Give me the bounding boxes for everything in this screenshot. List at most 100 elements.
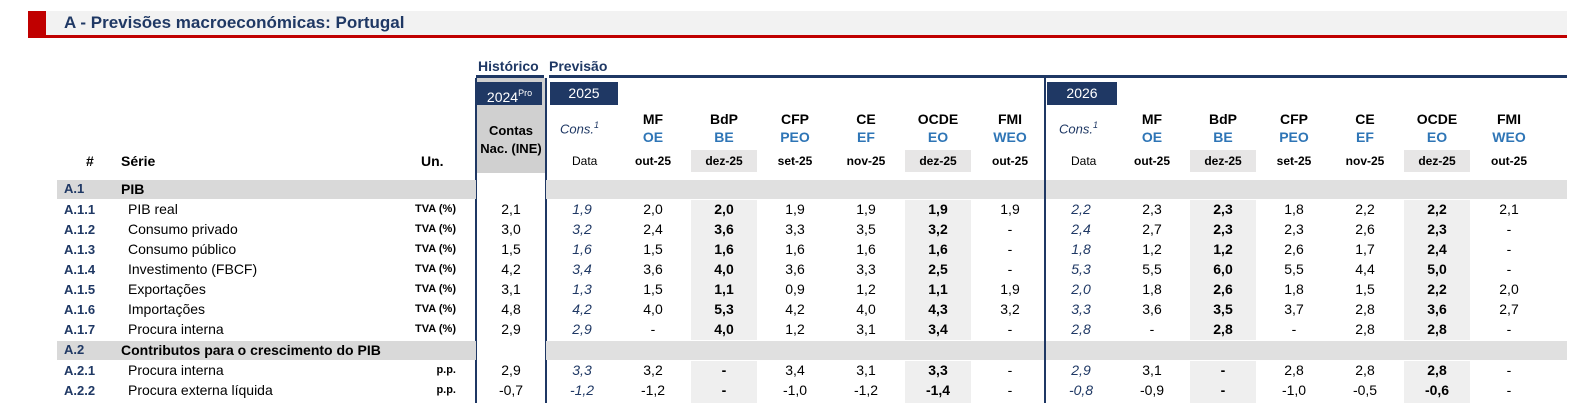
section-bar	[57, 341, 476, 360]
row-cons-2025: 3,4	[572, 261, 592, 277]
c2025-date-4: dez-25	[905, 150, 971, 172]
row-value-2026: -	[1220, 362, 1226, 378]
row-value-2026: 6,0	[1213, 261, 1233, 277]
c2026-inst-name: CFP	[1280, 111, 1308, 127]
row-value-2026: 3,7	[1284, 301, 1304, 317]
c2025-inst-sub: EO	[927, 129, 949, 145]
row-value-2026: 2,8	[1355, 362, 1375, 378]
c2025-cons-sup: 1	[593, 120, 599, 130]
shaded-column-lower-1	[905, 361, 971, 403]
row-cons-2025: 3,3	[572, 362, 592, 378]
c2025-date-3: nov-25	[846, 154, 886, 168]
row-value-2025: 4,0	[643, 301, 663, 317]
row-unit: TVA (%)	[415, 283, 456, 295]
c2026-cons-sup: 1	[1092, 120, 1098, 130]
row-value-2026: 2,7	[1499, 301, 1519, 317]
row-value-2026: 2,3	[1142, 201, 1162, 217]
row-value-2026: -0,9	[1139, 382, 1165, 398]
row-value-2026: 2,2	[1427, 201, 1447, 217]
c2026-date-1: dez-25	[1190, 150, 1256, 172]
row-value-2026: 2,3	[1427, 221, 1447, 237]
row-value-2025: 4,0	[714, 321, 734, 337]
row-unit: p.p.	[436, 384, 456, 396]
c2025-inst-name: BdP	[710, 111, 738, 127]
c2025-inst-sub: OE	[642, 129, 664, 145]
row-value-2025: 1,9	[1000, 201, 1020, 217]
c2026-inst-name: MF	[1141, 111, 1163, 127]
row-value-2026: 1,2	[1213, 241, 1233, 257]
section-id: A.1	[64, 181, 85, 196]
row-value-2025: -	[1007, 261, 1013, 277]
row-hist-value: -0,7	[498, 382, 524, 398]
row-hist-value: 2,9	[501, 321, 521, 337]
row-value-2025: 4,2	[785, 301, 805, 317]
row-value-2025: 1,2	[856, 281, 876, 297]
row-value-2025: 3,4	[928, 321, 948, 337]
row-cons-2026: 2,9	[1071, 362, 1091, 378]
row-value-2026: -	[1506, 382, 1512, 398]
row-label: Investimento (FBCF)	[128, 261, 258, 277]
year-2024-sup: Pro	[518, 88, 533, 98]
shaded-column-0	[691, 200, 757, 340]
row-label: Procura externa líquida	[128, 382, 273, 398]
c2025-inst-sub: BE	[714, 129, 734, 145]
c2025-date-0: out-25	[635, 154, 671, 168]
row-value-2026: 5,5	[1142, 261, 1162, 277]
row-value-2026: 2,8	[1427, 362, 1447, 378]
row-value-2026: 3,1	[1142, 362, 1162, 378]
row-id: A.1.1	[64, 202, 96, 217]
row-cons-2026: 1,8	[1071, 241, 1091, 257]
section-bar-rest	[546, 341, 1044, 360]
row-label: Consumo público	[128, 241, 237, 257]
row-value-2025: 0,9	[785, 281, 805, 297]
c2026-inst-2: CFP PEO	[1259, 110, 1329, 146]
year-2026-box: 2026	[1047, 82, 1117, 105]
c2025-data-label: Data	[572, 154, 598, 168]
c2026-inst-sub: PEO	[1279, 129, 1309, 145]
row-label: Consumo privado	[128, 221, 238, 237]
row-value-2026: -	[1506, 241, 1512, 257]
row-label: Exportações	[128, 281, 206, 297]
row-value-2025: 2,0	[643, 201, 663, 217]
row-hist-value: 2,9	[501, 362, 521, 378]
historico-rule	[476, 75, 544, 78]
section-bar-rest-2026	[1046, 341, 1567, 360]
c2026-inst-sub: BE	[1213, 129, 1233, 145]
row-hist-value: 3,1	[501, 281, 521, 297]
row-value-2026: 3,6	[1142, 301, 1162, 317]
row-value-2026: 2,6	[1355, 221, 1375, 237]
row-value-2025: 2,5	[928, 261, 948, 277]
row-value-2026: 2,3	[1284, 221, 1304, 237]
row-unit: TVA (%)	[415, 303, 456, 315]
row-unit: p.p.	[436, 364, 456, 376]
row-id: A.1.6	[64, 302, 96, 317]
row-unit: TVA (%)	[415, 223, 456, 235]
c2026-date-0: out-25	[1134, 154, 1170, 168]
section-bar-rest	[546, 180, 1044, 199]
row-value-2025: 3,6	[785, 261, 805, 277]
row-value-2025: 3,3	[785, 221, 805, 237]
row-value-2026: -	[1291, 321, 1297, 337]
row-value-2025: -1,2	[640, 382, 666, 398]
row-value-2026: -	[1506, 362, 1512, 378]
c2026-inst-sub: EO	[1426, 129, 1448, 145]
c2026-inst-sub: WEO	[1492, 129, 1526, 145]
row-value-2026: 2,6	[1284, 241, 1304, 257]
year-2024: 2024	[486, 89, 519, 105]
row-label: Procura interna	[128, 321, 224, 337]
row-value-2026: 5,5	[1284, 261, 1304, 277]
row-cons-2026: 2,4	[1071, 221, 1091, 237]
year-2024-box: 2024Pro	[477, 82, 542, 105]
c2026-inst-name: OCDE	[1416, 111, 1458, 127]
row-value-2026: 2,7	[1142, 221, 1162, 237]
row-value-2025: -	[650, 321, 656, 337]
row-hist-value: 4,2	[501, 261, 521, 277]
row-value-2026: -	[1506, 321, 1512, 337]
row-label: Procura interna	[128, 362, 224, 378]
row-cons-2025: 2,9	[572, 321, 592, 337]
section-label: PIB	[121, 181, 145, 197]
row-cons-2026: 2,2	[1071, 201, 1091, 217]
row-value-2026: 1,8	[1284, 281, 1304, 297]
group-historico: Histórico	[478, 58, 539, 74]
row-cons-2026: -0,8	[1068, 382, 1094, 398]
